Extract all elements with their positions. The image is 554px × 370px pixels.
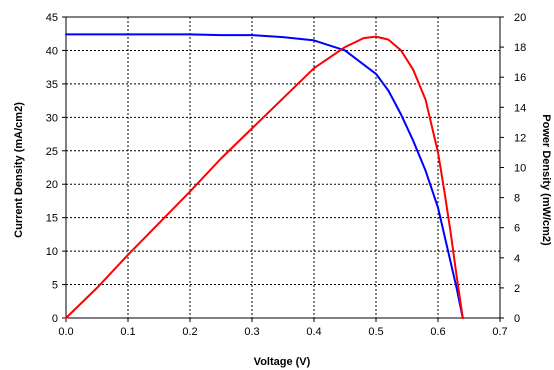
right-tick-label: 8 [514,193,520,205]
x-tick-label: 0.0 [58,326,73,338]
right-axis-ticks: 0 2 4 6 8 10 12 14 16 18 20 [500,12,526,325]
right-tick-label: 18 [514,42,526,54]
left-tick-label: 10 [46,246,58,258]
x-axis-ticks: 0.0 0.1 0.2 0.3 0.4 0.5 0.6 0.7 [58,318,508,338]
right-tick-label: 6 [514,223,520,235]
x-tick-label: 0.7 [492,326,507,338]
power-density-line [65,35,464,319]
right-tick-label: 10 [514,163,526,175]
left-tick-label: 45 [46,12,58,24]
right-tick-label: 0 [514,313,520,325]
left-axis-ticks: 0 5 10 15 20 25 30 35 40 45 [46,12,66,325]
x-tick-label: 0.3 [244,326,259,338]
x-tick-label: 0.2 [182,326,197,338]
x-tick-label: 0.6 [430,326,445,338]
left-tick-label: 15 [46,213,58,225]
grid [66,17,500,318]
left-tick-label: 30 [46,112,58,124]
x-tick-label: 0.5 [368,326,383,338]
right-tick-label: 14 [514,102,526,114]
left-axis-title: Current Density (mA/cm2) [13,102,25,238]
left-tick-label: 25 [46,146,58,158]
right-tick-label: 12 [514,132,526,144]
right-tick-label: 2 [514,283,520,295]
plot-frame [65,16,501,319]
left-tick-label: 5 [52,280,58,292]
x-tick-label: 0.4 [306,326,321,338]
left-tick-label: 0 [52,313,58,325]
current-density-line [65,33,464,319]
left-tick-label: 40 [46,45,58,57]
left-tick-label: 20 [46,179,58,191]
right-tick-label: 16 [514,72,526,84]
x-axis-title: Voltage (V) [254,356,311,368]
left-tick-label: 35 [46,79,58,91]
x-tick-label: 0.1 [120,326,135,338]
right-tick-label: 20 [514,12,526,24]
series [65,33,464,319]
right-axis-title: Power Density (mW/cm2) [540,114,552,246]
right-tick-label: 4 [514,253,520,265]
